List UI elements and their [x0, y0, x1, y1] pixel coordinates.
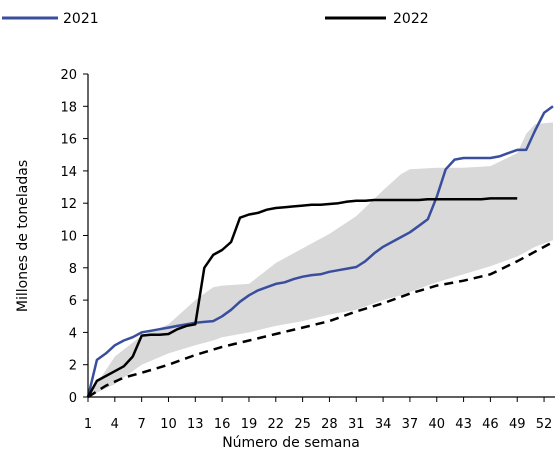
y-tick-label: 20 — [60, 68, 77, 83]
series-line-2021 — [86, 105, 554, 398]
y-tick-label: 14 — [60, 165, 77, 180]
y-tick-label: 10 — [60, 230, 77, 245]
series-layer — [86, 105, 554, 398]
y-tick-label: 16 — [60, 133, 77, 148]
x-axis-title: Número de semana — [222, 435, 360, 451]
average-line — [87, 240, 554, 399]
legend-label-2021: 2021 — [63, 11, 99, 27]
x-tick-label: 46 — [482, 417, 499, 432]
x-tick-label: 43 — [455, 417, 472, 432]
x-tick-label: 34 — [375, 417, 392, 432]
x-tick-label: 16 — [214, 417, 231, 432]
y-tick-label: 12 — [60, 197, 77, 212]
y-tick-label: 8 — [69, 262, 77, 277]
series-line-2022 — [86, 197, 518, 398]
x-tick-label: 22 — [268, 417, 285, 432]
x-tick-label: 37 — [402, 417, 419, 432]
x-tick-label: 49 — [509, 417, 526, 432]
x-tick-label: 7 — [138, 417, 146, 432]
y-tick-label: 4 — [69, 326, 77, 341]
y-tick-label: 2 — [69, 359, 77, 374]
x-tick-label: 4 — [111, 417, 119, 432]
x-tick-label: 10 — [160, 417, 177, 432]
x-tick-label: 25 — [294, 417, 311, 432]
range-band-layer — [88, 122, 553, 398]
legend-label-2022: 2022 — [393, 11, 429, 27]
y-tick-label: 6 — [69, 294, 77, 309]
legend: 2021 2022 — [2, 11, 429, 27]
x-tick-label: 40 — [428, 417, 445, 432]
y-tick-label: 0 — [69, 391, 77, 406]
x-tick-label: 1 — [84, 417, 92, 432]
y-tick-label: 18 — [60, 100, 77, 115]
x-tick-label: 19 — [241, 417, 258, 432]
x-tick-label: 28 — [321, 417, 338, 432]
x-tick-label: 52 — [536, 417, 553, 432]
range-band — [88, 122, 553, 398]
x-tick-label: 31 — [348, 417, 365, 432]
y-axis-title: Millones de toneladas — [15, 160, 31, 312]
average-line-layer — [87, 240, 554, 399]
x-tick-label: 13 — [187, 417, 204, 432]
